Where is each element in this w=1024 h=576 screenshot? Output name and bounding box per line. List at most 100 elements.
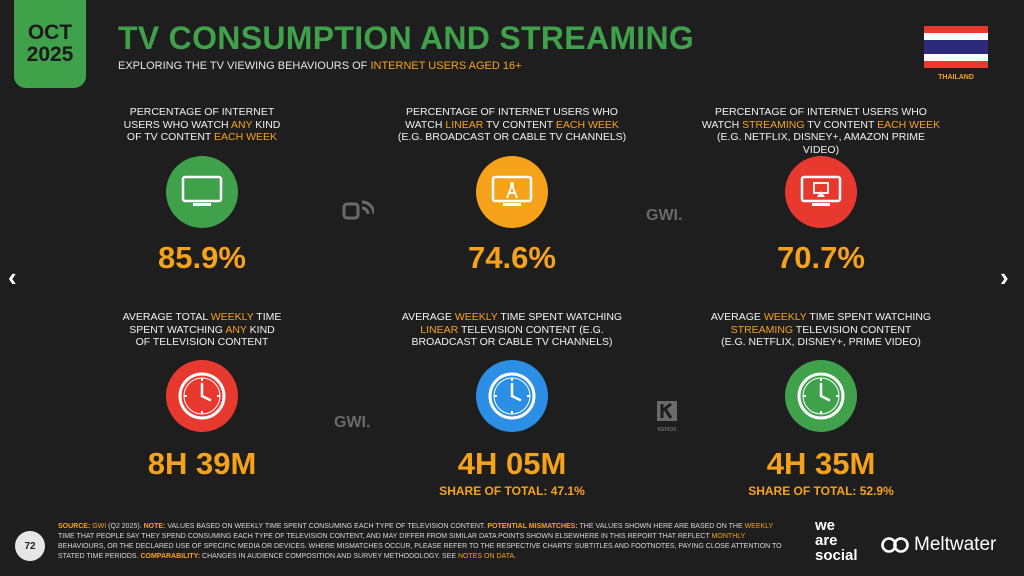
- desc-line: BROADCAST OR CABLE TV CHANNELS): [411, 336, 613, 348]
- we-are-social-logo: we are social: [815, 518, 858, 563]
- logo-text: are: [815, 532, 838, 549]
- footer-text: THE VALUES SHOWN HERE ARE BASED ON THE: [577, 523, 745, 530]
- desc-text: TIME SPENT WATCHING: [497, 311, 623, 323]
- desc-text: KIND: [252, 118, 281, 131]
- kepios-watermark: KEPIOS: [654, 400, 680, 433]
- desc-highlight: WEEKLY: [210, 311, 254, 323]
- desc-text: TV CONTENT: [483, 118, 556, 131]
- desc-line: (E.G. BROADCAST OR CABLE TV CHANNELS): [397, 131, 627, 143]
- desc-highlight: STREAMING: [742, 118, 805, 131]
- desc-line: STREAMING TELEVISION CONTENT: [701, 324, 941, 337]
- footer-text: CHANGES IN AUDIENCE COMPOSITION AND SURV…: [200, 553, 458, 560]
- date-year: 2025: [26, 43, 74, 66]
- desc-line: AVERAGE WEEKLY TIME SPENT WATCHING: [701, 311, 941, 324]
- next-slide-button[interactable]: ›: [1000, 262, 1009, 292]
- page-subtitle: EXPLORING THE TV VIEWING BEHAVIOURS OF I…: [118, 60, 522, 72]
- desc-text: TIME: [253, 311, 282, 323]
- desc-line: AVERAGE WEEKLY TIME SPENT WATCHING: [392, 311, 632, 324]
- footer-notes: SOURCE: GWI (Q2 2025). NOTE: VALUES BASE…: [58, 522, 782, 562]
- desc-text: TIME SPENT WATCHING: [806, 311, 932, 323]
- desc-text: TV CONTENT: [804, 118, 878, 131]
- desc-highlight: STREAMING: [730, 323, 794, 336]
- any-time-description: AVERAGE TOTAL WEEKLY TIME SPENT WATCHING…: [82, 311, 322, 349]
- logo-text: we: [815, 517, 836, 534]
- notes-on-data-link[interactable]: NOTES ON DATA: [457, 553, 515, 560]
- streaming-time-description: AVERAGE WEEKLY TIME SPENT WATCHING STREA…: [701, 311, 941, 349]
- desc-line: PERCENTAGE OF INTERNET USERS WHO: [406, 106, 618, 118]
- meltwater-logo-icon: [881, 537, 909, 553]
- desc-line: AVERAGE TOTAL WEEKLY TIME: [82, 311, 322, 324]
- desc-highlight: LINEAR: [445, 118, 484, 131]
- tv-icon: [166, 156, 238, 228]
- linear-tv-description: PERCENTAGE OF INTERNET USERS WHO WATCH L…: [392, 106, 632, 144]
- desc-text: WATCH: [405, 118, 446, 131]
- page-title: TV CONSUMPTION AND STREAMING: [118, 20, 695, 56]
- footer-text: VALUES BASED ON WEEKLY TIME SPENT CONSUM…: [165, 523, 488, 530]
- desc-highlight: EACH WEEK: [555, 118, 619, 131]
- any-tv-percentage: 85.9%: [158, 240, 246, 275]
- gwi-watermark: GWI.: [334, 414, 371, 431]
- footer-highlight: MONTHLY: [711, 533, 746, 540]
- desc-line: SPENT WATCHING ANY KIND: [82, 324, 322, 337]
- desc-highlight: EACH WEEK: [877, 118, 941, 131]
- gwi-watermark: GWI.: [646, 207, 683, 224]
- desc-highlight: ANY: [230, 118, 253, 131]
- desc-line: PERCENTAGE OF INTERNET USERS WHO: [715, 106, 927, 118]
- desc-highlight: EACH WEEK: [214, 131, 278, 143]
- desc-highlight: WEEKLY: [763, 311, 807, 323]
- desc-line: WATCH LINEAR TV CONTENT EACH WEEK: [392, 119, 632, 132]
- desc-text: TELEVISION CONTENT: [793, 323, 912, 336]
- broadcast-tv-icon: [476, 156, 548, 228]
- desc-line: (E.G. NETFLIX, DISNEY+, PRIME VIDEO): [721, 336, 921, 348]
- linear-tv-percentage: 74.6%: [468, 240, 556, 275]
- streaming-tv-percentage: 70.7%: [777, 240, 865, 275]
- footer-text: (Q2 2025).: [106, 523, 144, 530]
- desc-line: PERCENTAGE OF INTERNET: [129, 106, 275, 118]
- date-month: OCT: [27, 21, 73, 44]
- desc-line: (E.G. NETFLIX, DISNEY+, AMAZON PRIME VID…: [717, 131, 925, 156]
- any-time-value: 8H 39M: [147, 446, 257, 481]
- clock-icon: [476, 360, 548, 432]
- streaming-time-value: 4H 35M: [766, 446, 876, 481]
- kepios-logo-icon: [657, 401, 677, 421]
- desc-text: AVERAGE: [401, 311, 455, 323]
- footer-text: BEHAVIOURS, OR THE DECLARED USE OF SPECI…: [58, 543, 782, 560]
- desc-line: OF TELEVISION CONTENT: [135, 336, 269, 348]
- meltwater-logo: Meltwater: [880, 534, 996, 556]
- footer-text: TIME THAT PEOPLE SAY THEY SPEND CONSUMIN…: [58, 533, 712, 540]
- subtitle-highlight: INTERNET USERS AGED 16+: [370, 60, 522, 72]
- desc-line: USERS WHO WATCH ANY KIND: [82, 119, 322, 132]
- date-badge: OCT 2025: [14, 0, 86, 88]
- desc-text: USERS WHO WATCH: [123, 118, 231, 131]
- desc-text: WATCH: [701, 118, 743, 131]
- streaming-share: SHARE OF TOTAL: 52.9%: [748, 484, 894, 498]
- kepios-label: KEPIOS: [657, 427, 677, 433]
- footer-highlight: WEEKLY: [744, 523, 774, 530]
- clock-icon: [785, 360, 857, 432]
- logo-text: social: [815, 547, 858, 564]
- any-tv-description: PERCENTAGE OF INTERNET USERS WHO WATCH A…: [82, 106, 322, 144]
- streaming-tv-icon: [785, 156, 857, 228]
- thailand-flag-icon: [924, 26, 988, 68]
- desc-highlight: ANY: [225, 323, 247, 336]
- desc-text: AVERAGE TOTAL: [122, 311, 211, 323]
- desc-text: KIND: [246, 323, 275, 336]
- desc-line: LINEAR TELEVISION CONTENT (E.G.: [392, 324, 632, 337]
- desc-line: WATCH STREAMING TV CONTENT EACH WEEK: [701, 119, 941, 132]
- country-label: THAILAND: [938, 74, 974, 81]
- desc-text: TELEVISION CONTENT (E.G.: [458, 323, 604, 336]
- desc-text: SPENT WATCHING: [129, 323, 226, 336]
- linear-share: SHARE OF TOTAL: 47.1%: [439, 484, 585, 498]
- linear-time-description: AVERAGE WEEKLY TIME SPENT WATCHING LINEA…: [392, 311, 632, 349]
- linear-time-value: 4H 05M: [457, 446, 567, 481]
- footer-label: SOURCE:: [58, 523, 91, 530]
- source-link[interactable]: GWI: [92, 523, 107, 530]
- footer-label: COMPARABILITY:: [140, 553, 201, 560]
- desc-highlight: LINEAR: [420, 323, 459, 336]
- desc-line: OF TV CONTENT EACH WEEK: [82, 131, 322, 144]
- desc-text: OF TV CONTENT: [126, 131, 215, 143]
- previous-slide-button[interactable]: ‹: [8, 262, 17, 292]
- footer-label: POTENTIAL MISMATCHES:: [487, 523, 578, 530]
- footer-label: NOTE:: [143, 523, 166, 530]
- subtitle-text: EXPLORING THE TV VIEWING BEHAVIOURS OF: [118, 60, 371, 72]
